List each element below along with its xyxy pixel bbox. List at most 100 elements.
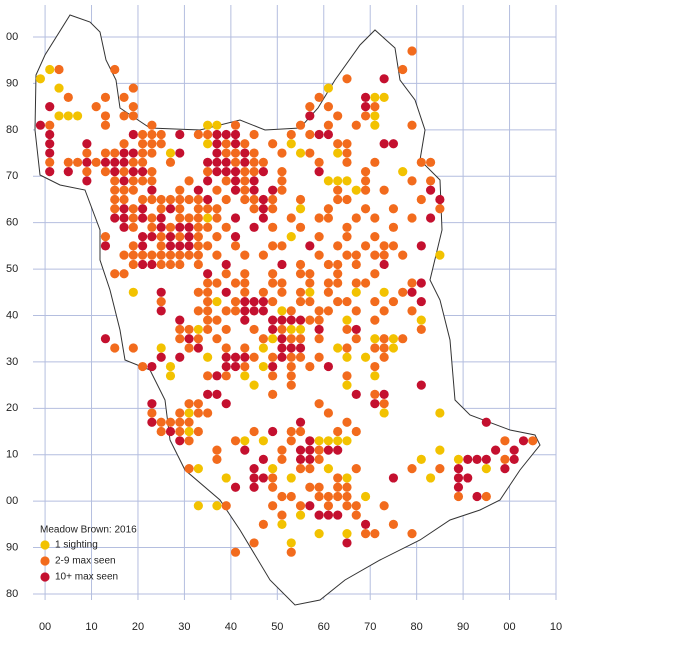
record-dot xyxy=(360,204,371,214)
record-dot xyxy=(342,139,352,149)
record-dot xyxy=(147,222,157,232)
record-dot xyxy=(277,454,287,464)
record-dot xyxy=(286,380,296,390)
record-dot xyxy=(305,102,315,112)
record-dot xyxy=(370,399,380,409)
record-dot xyxy=(249,324,259,335)
record-dot xyxy=(240,194,250,205)
record-dot xyxy=(435,250,445,260)
record-dot xyxy=(500,454,510,464)
record-dot xyxy=(119,222,129,232)
record-dot xyxy=(240,250,250,260)
record-dot xyxy=(230,278,241,288)
record-dot xyxy=(333,185,343,195)
record-dot xyxy=(212,231,222,242)
record-dot xyxy=(45,139,55,149)
record-dot xyxy=(203,222,213,232)
record-dot xyxy=(203,204,213,214)
record-dot xyxy=(351,250,361,260)
record-dot xyxy=(342,74,352,84)
record-dot xyxy=(184,222,194,232)
record-dot xyxy=(258,454,268,464)
record-dot xyxy=(268,482,278,492)
record-dot xyxy=(305,482,315,492)
record-dot xyxy=(333,111,343,121)
record-dot xyxy=(138,167,148,177)
record-dot xyxy=(165,426,176,437)
record-dot xyxy=(119,139,129,149)
record-dot xyxy=(119,176,129,186)
record-dot xyxy=(110,204,120,214)
record-dot xyxy=(138,194,148,205)
record-dot xyxy=(35,120,46,130)
record-dot xyxy=(184,399,194,409)
record-dot xyxy=(342,194,352,205)
record-dot xyxy=(379,139,389,149)
x-tick-label: 10 xyxy=(550,621,562,633)
record-dot xyxy=(193,408,203,418)
record-dot xyxy=(193,231,203,242)
record-dot xyxy=(342,343,352,353)
record-dot xyxy=(212,501,222,511)
legend-label: 10+ max seen xyxy=(55,572,118,583)
record-dot xyxy=(184,241,194,251)
record-dot xyxy=(314,157,324,167)
record-dot xyxy=(175,417,185,427)
record-dot xyxy=(407,46,417,56)
record-dot xyxy=(147,167,157,177)
record-dot xyxy=(463,473,473,483)
record-dot xyxy=(138,241,148,251)
record-dot xyxy=(165,231,176,242)
record-dot xyxy=(314,315,324,325)
record-dot xyxy=(323,176,334,186)
record-dot xyxy=(184,250,194,260)
record-dot xyxy=(323,501,334,511)
record-dot xyxy=(249,204,259,214)
record-dot xyxy=(286,343,296,353)
record-dot xyxy=(277,334,287,344)
record-dot xyxy=(379,287,389,297)
record-dot xyxy=(230,213,241,223)
record-dot xyxy=(193,501,203,511)
record-dot xyxy=(295,148,306,158)
legend-label: 2-9 max seen xyxy=(55,556,116,567)
record-dot xyxy=(184,231,194,242)
record-dot xyxy=(193,334,203,344)
record-dot xyxy=(230,185,241,195)
record-dot xyxy=(110,64,120,75)
record-dot xyxy=(175,194,185,205)
record-dot xyxy=(314,445,324,455)
record-dot xyxy=(277,185,287,195)
record-dot xyxy=(240,287,250,297)
record-dot xyxy=(212,334,222,344)
record-dot xyxy=(323,259,334,270)
record-dot xyxy=(221,167,231,177)
record-dot xyxy=(379,408,389,418)
record-dot xyxy=(138,259,148,270)
record-dot xyxy=(351,324,361,335)
record-dot xyxy=(230,167,241,177)
record-dot xyxy=(342,491,352,502)
record-dot xyxy=(398,334,408,344)
record-dot xyxy=(323,510,334,520)
record-dot xyxy=(128,148,138,158)
record-dot xyxy=(203,167,213,177)
record-dot xyxy=(203,371,213,381)
record-dot xyxy=(230,148,241,158)
record-dot xyxy=(370,371,380,381)
record-dot xyxy=(193,426,203,437)
record-dot xyxy=(193,259,203,270)
record-dot xyxy=(203,241,213,251)
record-dot xyxy=(398,64,408,75)
record-dot xyxy=(314,324,324,335)
y-tick-label: 20 xyxy=(6,402,18,414)
record-dot xyxy=(221,352,231,362)
record-dot xyxy=(286,352,296,362)
record-dot xyxy=(203,315,213,325)
record-dot xyxy=(268,473,278,483)
x-tick-label: 00 xyxy=(39,621,51,633)
record-dot xyxy=(342,296,352,307)
record-dot xyxy=(147,139,157,149)
record-dot xyxy=(110,167,120,177)
record-dot xyxy=(268,222,278,232)
